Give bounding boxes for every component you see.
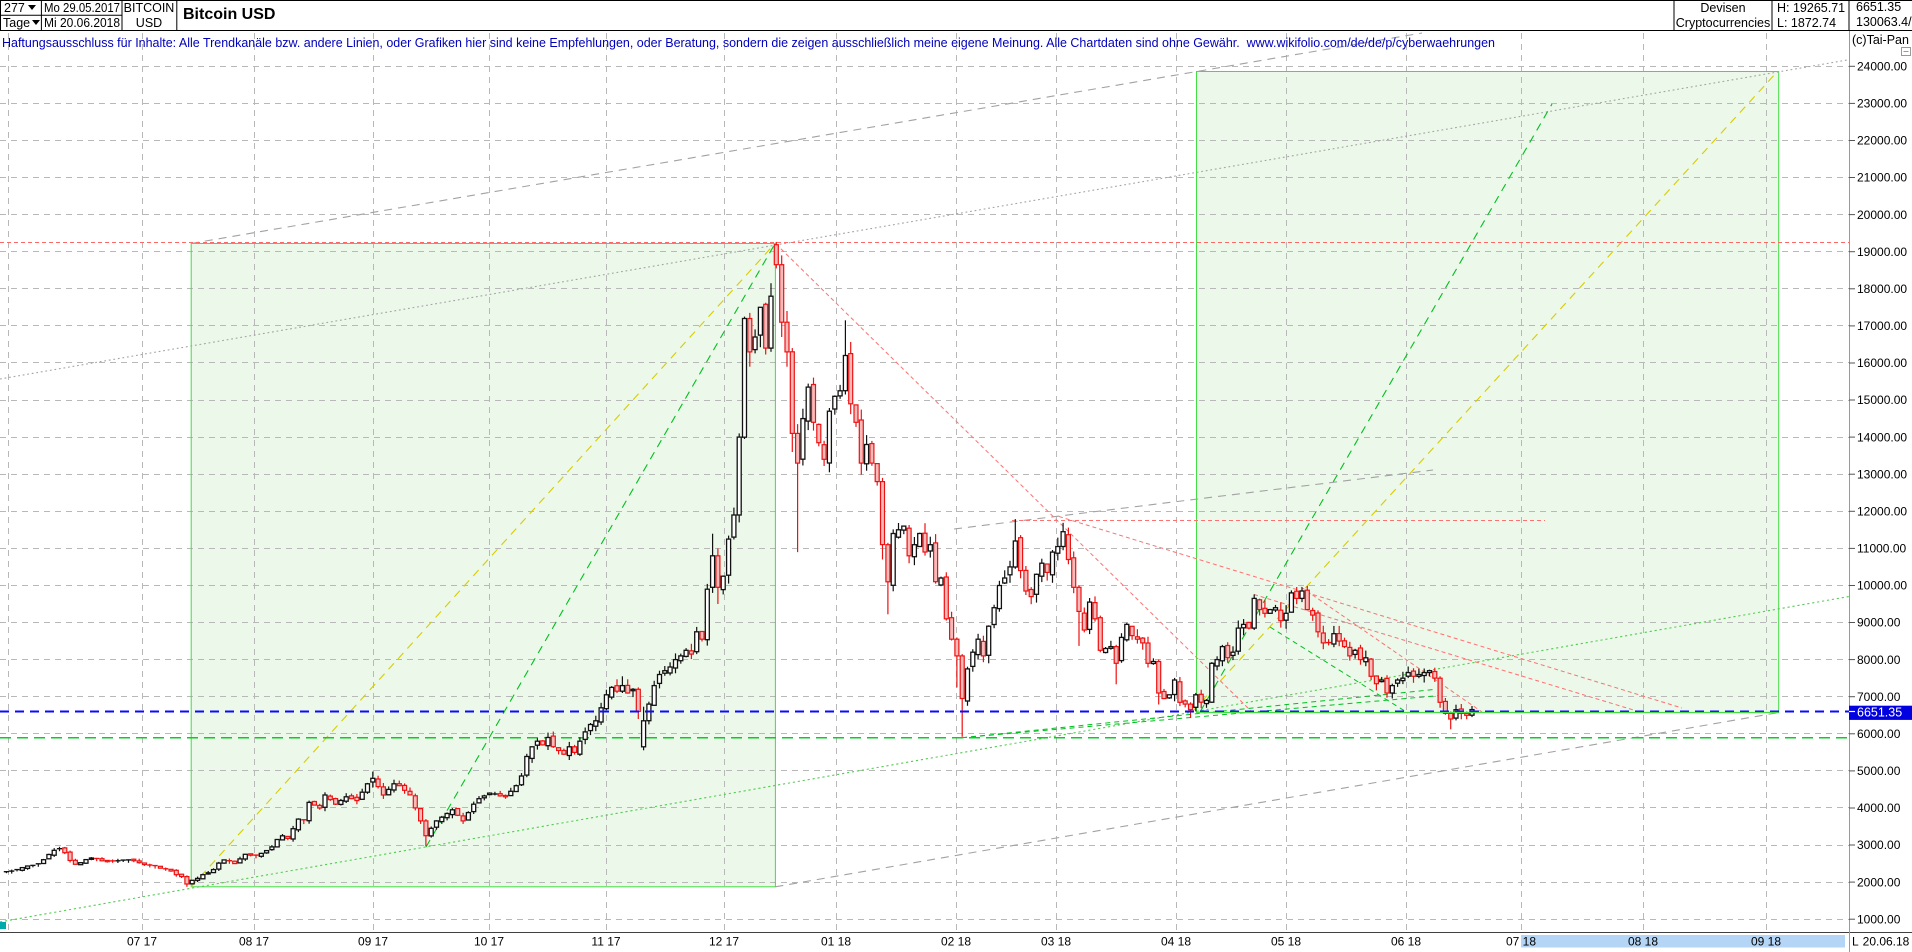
svg-text:23000.00: 23000.00: [1857, 97, 1907, 111]
svg-text:USD: USD: [136, 16, 162, 30]
svg-text:19000.00: 19000.00: [1857, 245, 1907, 259]
svg-text:3000.00: 3000.00: [1857, 838, 1901, 852]
svg-text:05 18: 05 18: [1271, 935, 1301, 949]
svg-text:6651.35: 6651.35: [1857, 705, 1902, 719]
svg-text:17000.00: 17000.00: [1857, 319, 1907, 333]
svg-text:11000.00: 11000.00: [1857, 542, 1906, 556]
svg-text:277: 277: [4, 1, 25, 15]
svg-text:H: 19265.71: H: 19265.71: [1777, 1, 1845, 15]
svg-text:130063.4/: 130063.4/: [1856, 15, 1912, 29]
svg-text:6651.35: 6651.35: [1856, 0, 1901, 14]
svg-text:02 18: 02 18: [941, 935, 971, 949]
svg-text:09 17: 09 17: [358, 935, 388, 949]
svg-text:BITCOIN: BITCOIN: [124, 1, 175, 15]
svg-text:09 18: 09 18: [1751, 935, 1781, 949]
svg-text:16000.00: 16000.00: [1857, 356, 1907, 370]
svg-text:6000.00: 6000.00: [1857, 727, 1901, 741]
svg-text:2000.00: 2000.00: [1857, 875, 1901, 889]
svg-text:7000.00: 7000.00: [1857, 690, 1901, 704]
svg-text:8000.00: 8000.00: [1857, 653, 1901, 667]
svg-text:1000.00: 1000.00: [1857, 912, 1901, 926]
svg-text:Mo 29.05.2017: Mo 29.05.2017: [44, 1, 120, 15]
svg-text:21000.00: 21000.00: [1857, 171, 1907, 185]
svg-text:12 17: 12 17: [709, 935, 739, 949]
svg-text:Tage: Tage: [3, 16, 30, 30]
svg-text:5000.00: 5000.00: [1857, 764, 1901, 778]
svg-text:10000.00: 10000.00: [1857, 579, 1907, 593]
svg-text:11 17: 11 17: [591, 935, 620, 949]
svg-text:Devisen: Devisen: [1700, 1, 1745, 15]
svg-text:07 18: 07 18: [1506, 935, 1536, 949]
svg-text:Haftungsausschluss für Inhalte: Haftungsausschluss für Inhalte: Alle Tre…: [2, 35, 1495, 50]
svg-text:07 17: 07 17: [127, 935, 157, 949]
svg-text:L: L: [1852, 935, 1859, 949]
svg-text:18000.00: 18000.00: [1857, 282, 1907, 296]
svg-text:15000.00: 15000.00: [1857, 393, 1907, 407]
svg-text:08 17: 08 17: [239, 935, 269, 949]
svg-text:10 17: 10 17: [474, 935, 504, 949]
svg-text:01 18: 01 18: [821, 935, 851, 949]
svg-text:06 18: 06 18: [1391, 935, 1421, 949]
svg-text:14000.00: 14000.00: [1857, 430, 1907, 444]
svg-text:12000.00: 12000.00: [1857, 505, 1907, 519]
svg-text:08 18: 08 18: [1628, 935, 1658, 949]
svg-text:03 18: 03 18: [1041, 935, 1071, 949]
svg-text:L: 1872.74: L: 1872.74: [1777, 16, 1836, 30]
svg-text:Mi 20.06.2018: Mi 20.06.2018: [44, 16, 120, 30]
svg-text:13000.00: 13000.00: [1857, 467, 1907, 481]
svg-text:Cryptocurrencies: Cryptocurrencies: [1676, 16, 1770, 30]
svg-text:4000.00: 4000.00: [1857, 801, 1901, 815]
svg-text:(c)Tai-Pan: (c)Tai-Pan: [1852, 33, 1909, 47]
svg-text:04 18: 04 18: [1161, 935, 1191, 949]
svg-text:Bitcoin USD: Bitcoin USD: [183, 6, 275, 23]
svg-text:20000.00: 20000.00: [1857, 208, 1907, 222]
svg-text:20.06.18: 20.06.18: [1863, 935, 1910, 949]
svg-text:9000.00: 9000.00: [1857, 616, 1901, 630]
svg-text:22000.00: 22000.00: [1857, 134, 1907, 148]
svg-text:24000.00: 24000.00: [1857, 60, 1907, 74]
